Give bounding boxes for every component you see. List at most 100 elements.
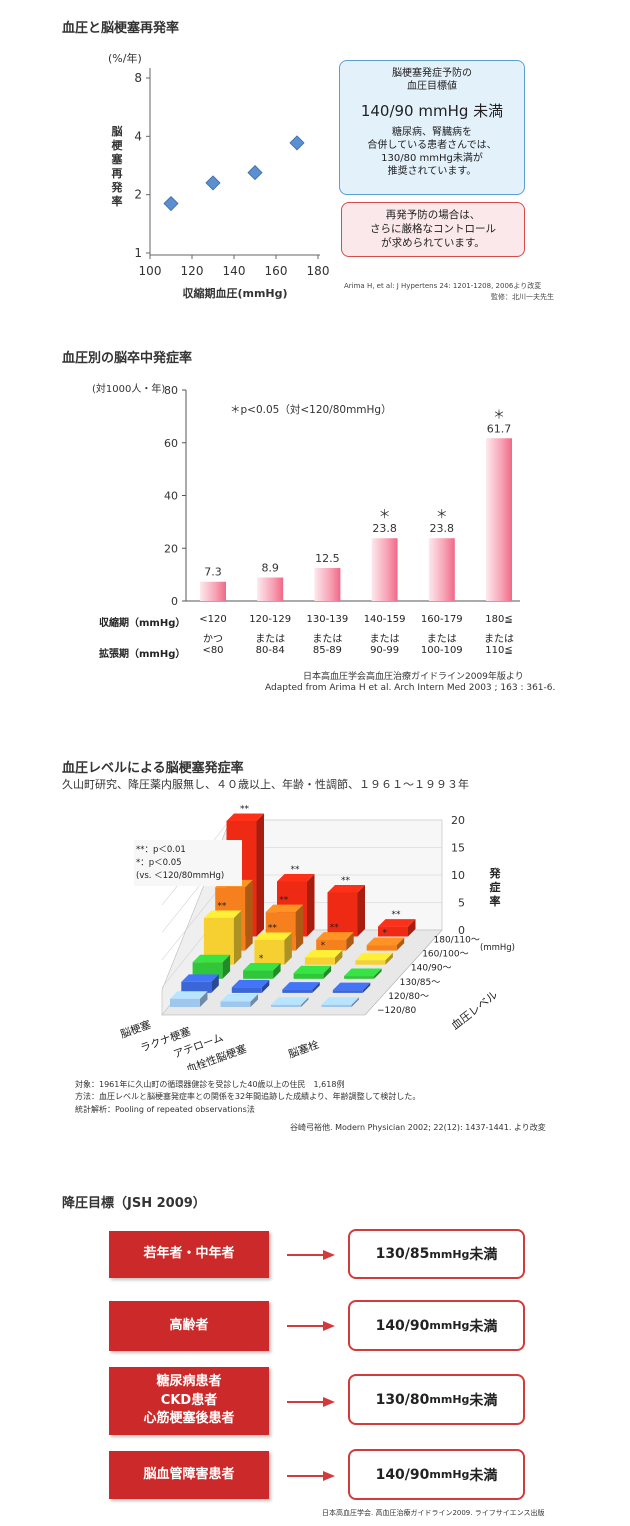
bp-level-label: 140/90〜 — [411, 964, 452, 974]
group-line-1: 糖尿病患者 — [156, 1373, 222, 1389]
systolic-row-label: 収縮期（mmHg） — [99, 618, 186, 629]
bar-value-label: 7.3 — [204, 566, 222, 579]
bar — [428, 538, 455, 601]
bar-side — [200, 991, 208, 1007]
target-box-title-1: 脳梗塞発症予防の — [392, 68, 472, 79]
target-group-cerebrovascular: 脳血管障害患者 — [109, 1451, 269, 1499]
bar-top — [293, 965, 332, 974]
bar-front — [344, 976, 375, 979]
category-label: または — [369, 634, 400, 645]
bar-side — [307, 874, 315, 937]
bar-top — [243, 963, 281, 971]
category-label: 110≦ — [485, 645, 513, 656]
y-label-char: 発 — [111, 180, 124, 194]
bar-top — [344, 968, 382, 977]
category-label: または — [255, 634, 286, 645]
category-label: 160-179 — [420, 614, 463, 625]
bar-front — [243, 970, 274, 979]
y-tick-label: 1 — [134, 246, 142, 260]
section1-citation: Arima H, et al: J Hypertens 24: 1201-120… — [344, 282, 542, 290]
category-label: または — [312, 634, 343, 645]
bar-side — [222, 954, 231, 979]
bar-top — [265, 904, 304, 913]
prevention-line-1: 再発予防の場合は、 — [385, 209, 481, 221]
x-tick-label: 180 — [307, 264, 330, 278]
y-tick-label: 20 — [164, 542, 178, 555]
target-suffix: 未満 — [469, 1392, 498, 1409]
category-label: 120-129 — [249, 614, 292, 625]
group-line-3: 心筋梗塞後患者 — [143, 1411, 235, 1427]
bar-top — [366, 937, 405, 946]
y-label-char: 梗 — [112, 138, 124, 152]
y-unit-label: (%/年) — [108, 51, 142, 65]
section4-source: 日本高血圧学会. 高血圧治療ガイドライン2009. ライフサイエンス出版 — [322, 1509, 545, 1517]
legend-line-2: *：p＜0.05 — [136, 858, 182, 868]
y-tick-label: 60 — [164, 437, 178, 450]
data-point — [205, 175, 221, 191]
arrow-icon — [287, 1471, 335, 1481]
bar-side — [374, 968, 382, 979]
bar-3d — [170, 991, 208, 1007]
s2-source-2: Adapted from Arima H et al. Arch Intern … — [265, 683, 556, 693]
bar — [257, 577, 284, 601]
category-label: <120 — [199, 614, 227, 625]
bar — [486, 438, 512, 601]
significance-mark: * — [259, 954, 264, 964]
target-unit: mmHg — [429, 1468, 470, 1481]
bar-3d — [181, 974, 219, 993]
section3-citation: 谷崎弓裕他. Modern Physician 2002; 22(12): 14… — [290, 1123, 546, 1132]
section2-title: 血圧別の脳卒中発症率 — [62, 351, 193, 366]
target-box-title-2: 血圧目標値 — [407, 81, 457, 92]
legend-box — [134, 840, 242, 886]
target-box-note-2: 合併している患者さんでは、 — [367, 140, 497, 151]
bar — [371, 538, 398, 601]
bp-level-label: 130/85〜 — [400, 978, 441, 988]
bar-side — [323, 965, 332, 979]
y-label-char: 率 — [112, 194, 123, 208]
category-label: 90-99 — [370, 645, 400, 656]
bar-top — [203, 910, 242, 918]
section4-title: 降圧目標（JSH 2009） — [62, 1196, 206, 1211]
bar-front — [304, 957, 335, 965]
s2-y-unit: (対1000人・年) — [92, 382, 165, 395]
bar-3d — [332, 982, 371, 993]
bar-value-label: 23.8 — [372, 522, 397, 535]
category-label: 脳梗塞 — [119, 1018, 154, 1041]
s3-note-2: 方法：血圧レベルと脳梗塞発症率との関係を32年間追跡した成績より、年齢調整して検… — [75, 1092, 421, 1102]
bar-top — [327, 885, 365, 893]
y-tick-label: 40 — [164, 490, 178, 503]
bar-side — [211, 974, 219, 993]
bar-front — [271, 1004, 301, 1007]
bar-front — [293, 973, 324, 979]
category-label: 80-84 — [255, 645, 285, 656]
bar-top — [304, 950, 343, 958]
target-box-note-3: 130/80 mmHg未満が — [381, 153, 483, 164]
data-point — [247, 165, 263, 181]
target-value-elderly: 140/90 mmHg 未満 — [348, 1300, 525, 1351]
category-label: <80 — [202, 645, 224, 656]
bar-front — [366, 945, 397, 951]
target-suffix: 未満 — [469, 1467, 498, 1484]
legend-line-1: **：p＜0.01 — [136, 845, 186, 855]
bar-3d: ** — [378, 910, 416, 937]
bar-side — [250, 994, 258, 1007]
section1-title: 血圧と脳梗塞再発率 — [62, 21, 180, 36]
target-number: 130/80 — [375, 1391, 430, 1408]
bar-top — [282, 982, 320, 990]
category-label: または — [426, 634, 457, 645]
section1-supervisor: 監修：北川一夫先生 — [491, 293, 554, 301]
bar-side — [362, 982, 371, 993]
significance-mark: ** — [268, 923, 278, 933]
arrow-icon — [287, 1321, 335, 1331]
bar-side — [351, 997, 359, 1007]
bar-front — [254, 939, 285, 965]
recurrence-scatter-chart: (%/年) 脳梗塞再発率 1 2 4 8 100 120 140 160 180 収縮期血圧(… — [108, 51, 330, 300]
bar-side — [284, 932, 292, 965]
target-unit: mmHg — [429, 1319, 470, 1332]
target-value-cerebrovascular: 140/90 mmHg 未満 — [348, 1449, 525, 1500]
s2-significance-note: ＊p<0.05（対<120/80mmHg） — [230, 403, 392, 416]
prevention-line-3: が求められています。 — [381, 237, 485, 250]
significance-mark: ** — [330, 923, 340, 933]
bar-top — [332, 982, 371, 991]
